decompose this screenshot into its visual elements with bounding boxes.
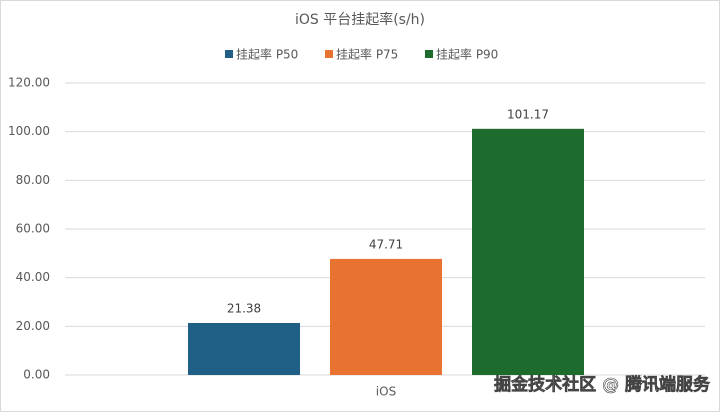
y-tick-label: 20.00 bbox=[16, 319, 50, 333]
legend-swatch bbox=[425, 50, 433, 58]
y-tick-label: 120.00 bbox=[8, 76, 50, 90]
y-tick-label: 40.00 bbox=[16, 270, 50, 284]
x-tick-label: iOS bbox=[376, 385, 396, 399]
legend-label: 挂起率 P75 bbox=[336, 47, 398, 62]
legend-label: 挂起率 P50 bbox=[236, 47, 298, 62]
y-tick-label: 0.00 bbox=[23, 368, 50, 382]
data-label: 101.17 bbox=[507, 107, 549, 121]
legend-swatch bbox=[225, 50, 233, 58]
data-label: 47.71 bbox=[369, 237, 403, 251]
chart-title: iOS 平台挂起率(s/h) bbox=[295, 11, 425, 28]
watermark: 掘金技术社区 @ 腾讯端服务 bbox=[494, 374, 711, 395]
legend-swatch bbox=[325, 50, 333, 58]
bar bbox=[330, 258, 442, 375]
y-tick-label: 100.00 bbox=[8, 124, 50, 138]
bar bbox=[472, 128, 584, 375]
y-tick-label: 80.00 bbox=[16, 173, 50, 187]
data-label: 21.38 bbox=[227, 301, 261, 315]
legend-label: 挂起率 P90 bbox=[436, 47, 498, 62]
y-tick-label: 60.00 bbox=[16, 222, 50, 236]
bar bbox=[188, 322, 300, 375]
